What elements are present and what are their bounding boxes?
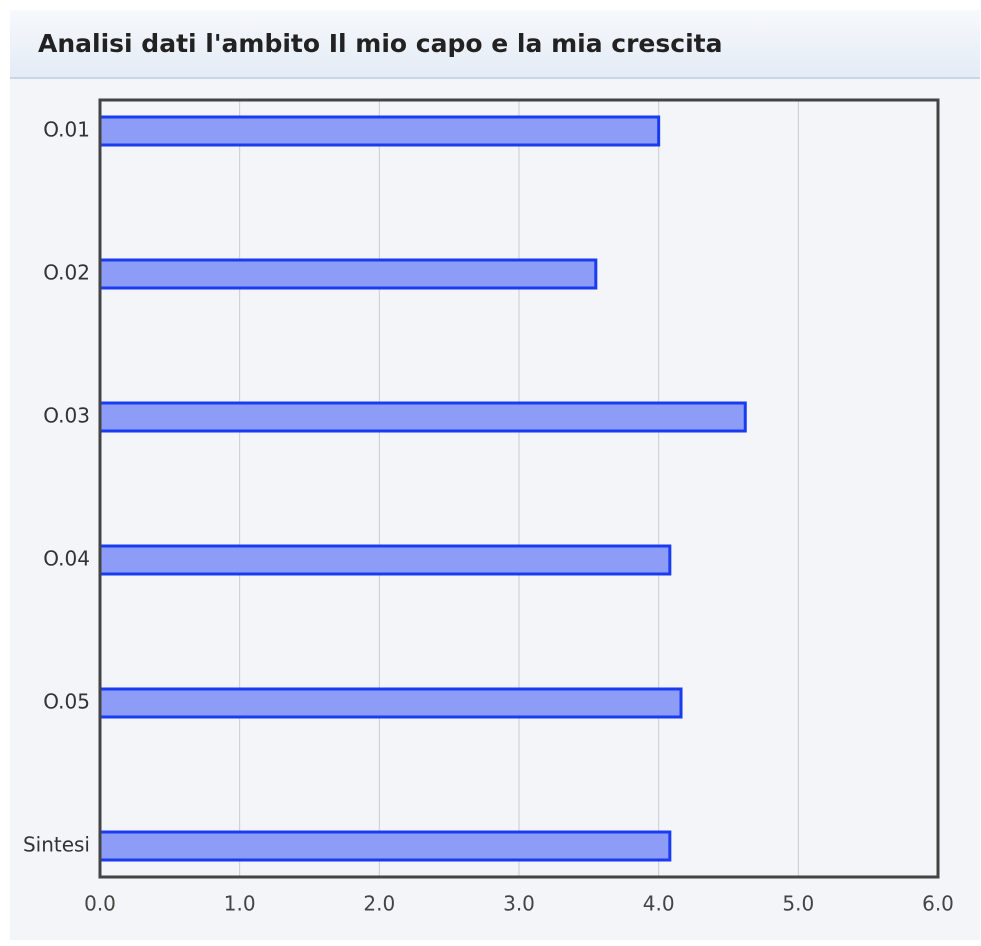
y-tick-label: Sintesi (23, 833, 90, 857)
bar (98, 544, 672, 576)
x-tick-label: 0.0 (84, 892, 116, 916)
plot: 0.0 1.0 2.0 3.0 4.0 5.0 6.0 O.01 O.02 O.03 O.04 O.0… (23, 98, 954, 916)
y-tick-label: O.01 (43, 118, 90, 142)
bar (98, 115, 661, 147)
plot-frame (98, 98, 940, 879)
x-tick-label: 6.0 (922, 892, 954, 916)
y-tick-label: O.04 (43, 547, 90, 571)
bar (98, 687, 683, 719)
y-tick-label: O.02 (43, 261, 90, 285)
y-tick-label: O.03 (43, 404, 90, 428)
chart-title: Analisi dati l'ambito Il mio capo e la m… (38, 29, 722, 58)
header (10, 10, 980, 78)
bar (98, 401, 747, 433)
x-tick-label: 5.0 (782, 892, 814, 916)
x-tick-label: 2.0 (363, 892, 395, 916)
bar (98, 830, 672, 862)
x-tick-label: 1.0 (224, 892, 256, 916)
panel (10, 78, 980, 940)
x-tick-label: 3.0 (503, 892, 535, 916)
x-tick-label: 4.0 (643, 892, 675, 916)
y-tick-label: O.05 (43, 690, 90, 714)
bar (98, 258, 598, 290)
